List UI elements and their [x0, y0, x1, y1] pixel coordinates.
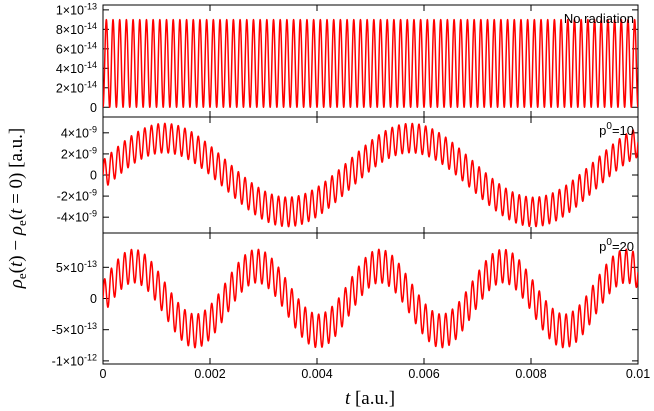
y-tick-label: 2×10-9: [61, 145, 97, 161]
panel-1: 0 2×10-14 4×10-14 6×10-14 8×10-14 1×10-13 No r…: [56, 1, 639, 118]
y-tick-label: 5×10-13: [56, 259, 97, 275]
panel-label: p0=10: [599, 121, 634, 138]
series-line: [103, 122, 638, 228]
y-tick-label: 8×10-14: [56, 21, 97, 37]
panel-frame: [102, 232, 639, 365]
x-tick-label: 0.01: [626, 367, 650, 381]
panel-label: p0=20: [599, 237, 634, 254]
series-line: [103, 248, 638, 349]
y-tick-label: 1×10-13: [56, 1, 97, 17]
y-tick-label: 0: [90, 292, 97, 306]
y-tick-label: 4×10-9: [61, 124, 97, 140]
y-axis-title: ρe(t) − ρe(t = 0) [a.u.]: [6, 128, 29, 289]
y-tick-label: 4×10-14: [56, 60, 97, 76]
x-tick-label: 0.008: [515, 367, 546, 381]
y-tick-label: -1×10-12: [52, 352, 97, 368]
y-tick-label: 0: [90, 101, 97, 115]
x-axis: 0 0.002 0.004 0.006 0.008 0.01: [100, 367, 651, 381]
x-tick-label: 0: [100, 367, 107, 381]
panel-2: -4×10-9 -2×10-9 0 2×10-9 4×10-9 p0=10: [57, 116, 639, 234]
panel-label: No radiation: [564, 11, 634, 26]
panel-3: -1×10-12 -5×10-13 0 5×10-13 p0=20: [52, 232, 639, 368]
panels: 0 2×10-14 4×10-14 6×10-14 8×10-14 1×10-13 No r…: [52, 1, 639, 368]
y-tick-label: 0: [90, 169, 97, 183]
y-tick-label: 6×10-14: [56, 40, 97, 56]
y-tick-label: 2×10-14: [56, 79, 97, 95]
series-line: [103, 18, 638, 109]
x-axis-title: t [a.u.]: [345, 388, 395, 409]
y-tick-label: -5×10-13: [52, 321, 97, 337]
x-tick-label: 0.002: [194, 367, 225, 381]
x-tick-label: 0.006: [408, 367, 439, 381]
x-tick-label: 0.004: [301, 367, 332, 381]
y-tick-label: -4×10-9: [57, 209, 97, 225]
y-tick-label: -2×10-9: [57, 188, 97, 204]
